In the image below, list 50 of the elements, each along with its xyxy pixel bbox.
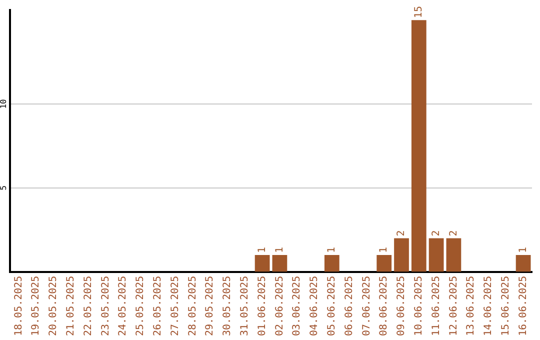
x-tick-label: 27.05.2025 — [170, 276, 181, 336]
x-tick-label: 14.06.2025 — [483, 276, 494, 336]
bar — [394, 238, 409, 272]
x-tick-label: 11.06.2025 — [430, 276, 442, 336]
x-tick-label: 10.06.2025 — [413, 276, 424, 336]
data-label: 1 — [518, 246, 529, 254]
x-tick-label: 03.06.2025 — [292, 276, 303, 336]
x-tick-label: 09.06.2025 — [396, 276, 408, 336]
bar — [516, 255, 531, 272]
x-tick-label: 23.05.2025 — [100, 276, 112, 336]
x-tick-label: 12.06.2025 — [448, 276, 460, 336]
bar — [411, 20, 426, 272]
data-label: 15 — [413, 6, 424, 18]
x-tick-label: 05.06.2025 — [326, 276, 338, 336]
x-tick-label: 21.05.2025 — [65, 276, 76, 336]
data-label: 1 — [274, 246, 286, 254]
x-tick-label: 01.06.2025 — [256, 276, 268, 336]
x-tick-label: 07.06.2025 — [361, 276, 372, 336]
x-tick-label: 18.05.2025 — [13, 276, 24, 336]
x-tick-label: 13.06.2025 — [466, 276, 477, 336]
bar — [272, 255, 288, 272]
x-tick-label: 26.05.2025 — [152, 276, 164, 336]
x-tick-label: 25.05.2025 — [135, 276, 146, 336]
x-tick-label: 29.05.2025 — [204, 276, 216, 336]
x-tick-label: 04.06.2025 — [309, 276, 320, 336]
data-label: 2 — [396, 230, 408, 236]
x-tick-label: 28.05.2025 — [187, 276, 198, 336]
x-tick-label: 20.05.2025 — [48, 276, 60, 336]
x-tick-label: 15.06.2025 — [500, 276, 512, 336]
y-tick-label: 10 — [0, 98, 8, 109]
x-tick-label: 02.06.2025 — [274, 276, 286, 336]
x-tick-label: 16.06.2025 — [518, 276, 529, 336]
x-tick-label: 08.06.2025 — [378, 276, 390, 336]
x-tick-label: 06.06.2025 — [344, 276, 355, 336]
bar — [324, 255, 340, 272]
x-tick-label: 22.05.2025 — [82, 276, 94, 336]
bar — [376, 255, 392, 272]
x-tick-label: 30.05.2025 — [222, 276, 234, 336]
y-tick-label: 5 — [0, 185, 8, 190]
data-label: 2 — [430, 230, 442, 236]
x-tick-label: 19.05.2025 — [30, 276, 42, 336]
data-label: 2 — [448, 230, 460, 236]
data-label: 1 — [326, 246, 338, 254]
x-tick-label: 31.05.2025 — [239, 276, 250, 336]
bar — [428, 238, 444, 272]
bar — [446, 238, 462, 272]
data-label: 1 — [378, 246, 390, 254]
data-label: 1 — [256, 246, 268, 254]
x-tick-label: 24.05.2025 — [118, 276, 129, 336]
bar — [254, 255, 270, 272]
